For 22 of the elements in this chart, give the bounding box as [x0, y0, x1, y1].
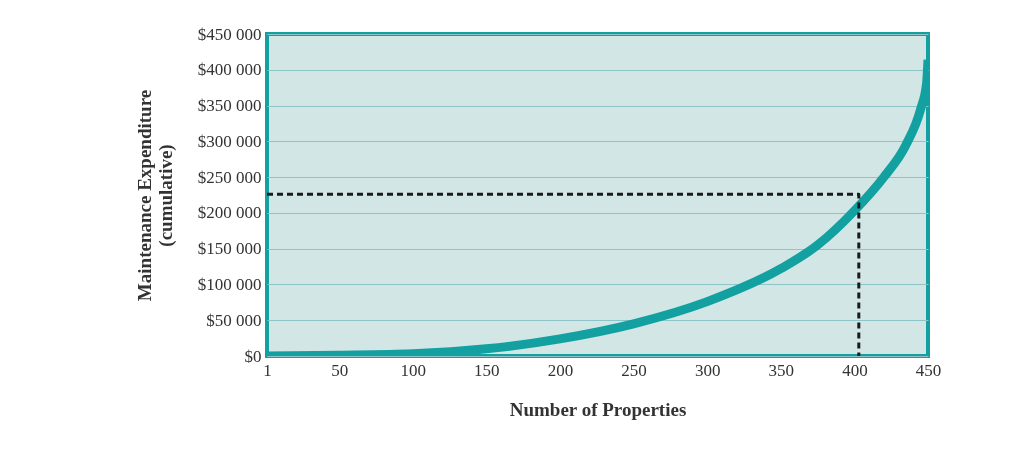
y-tick-label: $200 000 [197, 203, 262, 223]
x-tick-label: 450 [915, 360, 942, 380]
y-tick-label: $400 000 [197, 60, 262, 80]
y-tick-label: $250 000 [197, 167, 262, 187]
x-tick-label: 150 [474, 360, 500, 380]
y-tick-label: $50 000 [206, 310, 262, 330]
y-tick-label: $150 000 [197, 239, 262, 259]
x-tick-label: 100 [400, 360, 426, 380]
x-axis-title: Number of Properties [509, 398, 687, 420]
x-tick-label: 350 [768, 360, 795, 380]
y-tick-label: $350 000 [197, 96, 262, 116]
x-tick-label: 300 [694, 360, 721, 380]
y-tick-label: $100 000 [197, 274, 262, 294]
y-axis-title: Maintenance Expenditure (cumulative) [133, 89, 177, 302]
y-tick-label: $300 000 [197, 131, 262, 151]
x-tick-label: 200 [547, 360, 574, 380]
x-tick-label: 250 [621, 360, 647, 380]
x-tick-label: 50 [331, 360, 349, 380]
x-tick-label: 400 [842, 360, 868, 380]
y-tick-label: $450 000 [197, 24, 262, 44]
x-tick-label: 1 [263, 360, 272, 380]
y-tick-label: $0 [244, 346, 262, 366]
